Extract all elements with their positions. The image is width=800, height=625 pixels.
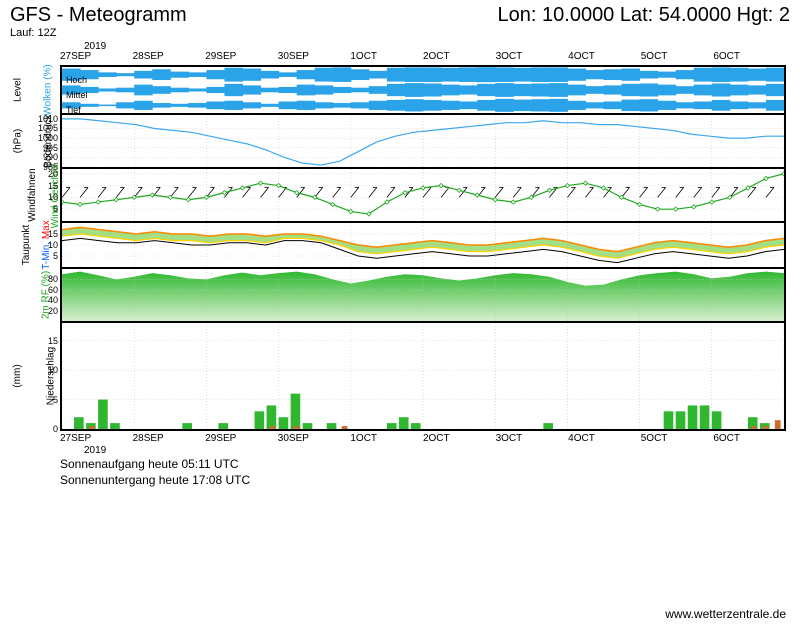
ylabel-clouds: Wolken (%) — [42, 64, 53, 116]
ylabel2-precip: (mm) — [12, 364, 23, 387]
y-tick: 0 — [28, 424, 58, 434]
y-tick: 20 — [28, 306, 58, 316]
x-tick: 27SEP — [60, 433, 133, 444]
location-label: Lon: 10.0000 Lat: 54.0000 Hgt: 2 — [498, 4, 790, 27]
y-tick: 1010 — [28, 114, 58, 124]
x-tick: 1OCT — [350, 433, 423, 444]
x-tick: 28SEP — [133, 433, 206, 444]
panel-wind: Wind Geschwi. Windfahnen 5101520 — [60, 167, 786, 223]
y-tick: 20 — [28, 169, 58, 179]
attribution: www.wetterzentrale.de — [665, 607, 786, 621]
y-tick: 5 — [28, 251, 58, 261]
x-axis-bottom: 27SEP28SEP29SEP30SEP1OCT2OCT3OCT4OCT5OCT… — [60, 431, 786, 457]
x-tick: 6OCT — [713, 433, 786, 444]
chart-area: 2019 27SEP28SEP29SEP30SEP1OCT2OCT3OCT4OC… — [60, 41, 786, 457]
sunset-label: Sonnenuntergang heute 17:08 UTC — [60, 473, 800, 489]
panel-temp: T-Min, Max Taupunkt 51015 — [60, 221, 786, 269]
sunrise-label: Sonnenaufgang heute 05:11 UTC — [60, 457, 800, 473]
x-tick: 30SEP — [278, 433, 351, 444]
x-tick: 3OCT — [496, 433, 569, 444]
x-tick: 4OCT — [568, 433, 641, 444]
y-tick: 5 — [28, 204, 58, 214]
y-tick: 80 — [28, 274, 58, 284]
y-tick: 15 — [28, 229, 58, 239]
y-tick: 15 — [28, 181, 58, 191]
y-tick: 10 — [28, 240, 58, 250]
panel-humidity: 2m RF (%) 20406080 — [60, 267, 786, 323]
y-tick: 10 — [28, 365, 58, 375]
cloud-level-label: Tief — [66, 105, 81, 113]
x-tick: 5OCT — [641, 433, 714, 444]
y-tick: 5 — [28, 395, 58, 405]
panel-pressure: Bodendruck (hPa) 985990995100010051010 — [60, 113, 786, 169]
footer: Sonnenaufgang heute 05:11 UTC Sonnenunte… — [60, 457, 800, 488]
y-tick: 1005 — [28, 123, 58, 133]
y-tick: 15 — [28, 336, 58, 346]
cloud-level-label: Hoch — [66, 75, 87, 85]
y-tick: 10 — [28, 192, 58, 202]
ylabel2-clouds: Level — [12, 78, 23, 102]
panel-clouds: Wolken (%) Level HochMittelTief — [60, 65, 786, 115]
ylabel2-pressure: (hPa) — [13, 129, 24, 153]
x-tick: 29SEP — [205, 433, 278, 444]
y-tick: 995 — [28, 143, 58, 153]
panel-precip: Niederschlag (mm) 051015 — [60, 321, 786, 431]
run-label: Lauf: 12Z — [10, 27, 56, 39]
x-tick: 2OCT — [423, 433, 496, 444]
cloud-level-label: Mittel — [66, 90, 88, 100]
y-tick: 1000 — [28, 133, 58, 143]
x-axis-year-bottom: 2019 — [84, 445, 106, 456]
y-tick: 40 — [28, 295, 58, 305]
y-tick: 60 — [28, 285, 58, 295]
page-title: GFS - Meteogramm — [10, 4, 187, 27]
x-axis-top: 2019 27SEP28SEP29SEP30SEP1OCT2OCT3OCT4OC… — [60, 41, 786, 67]
